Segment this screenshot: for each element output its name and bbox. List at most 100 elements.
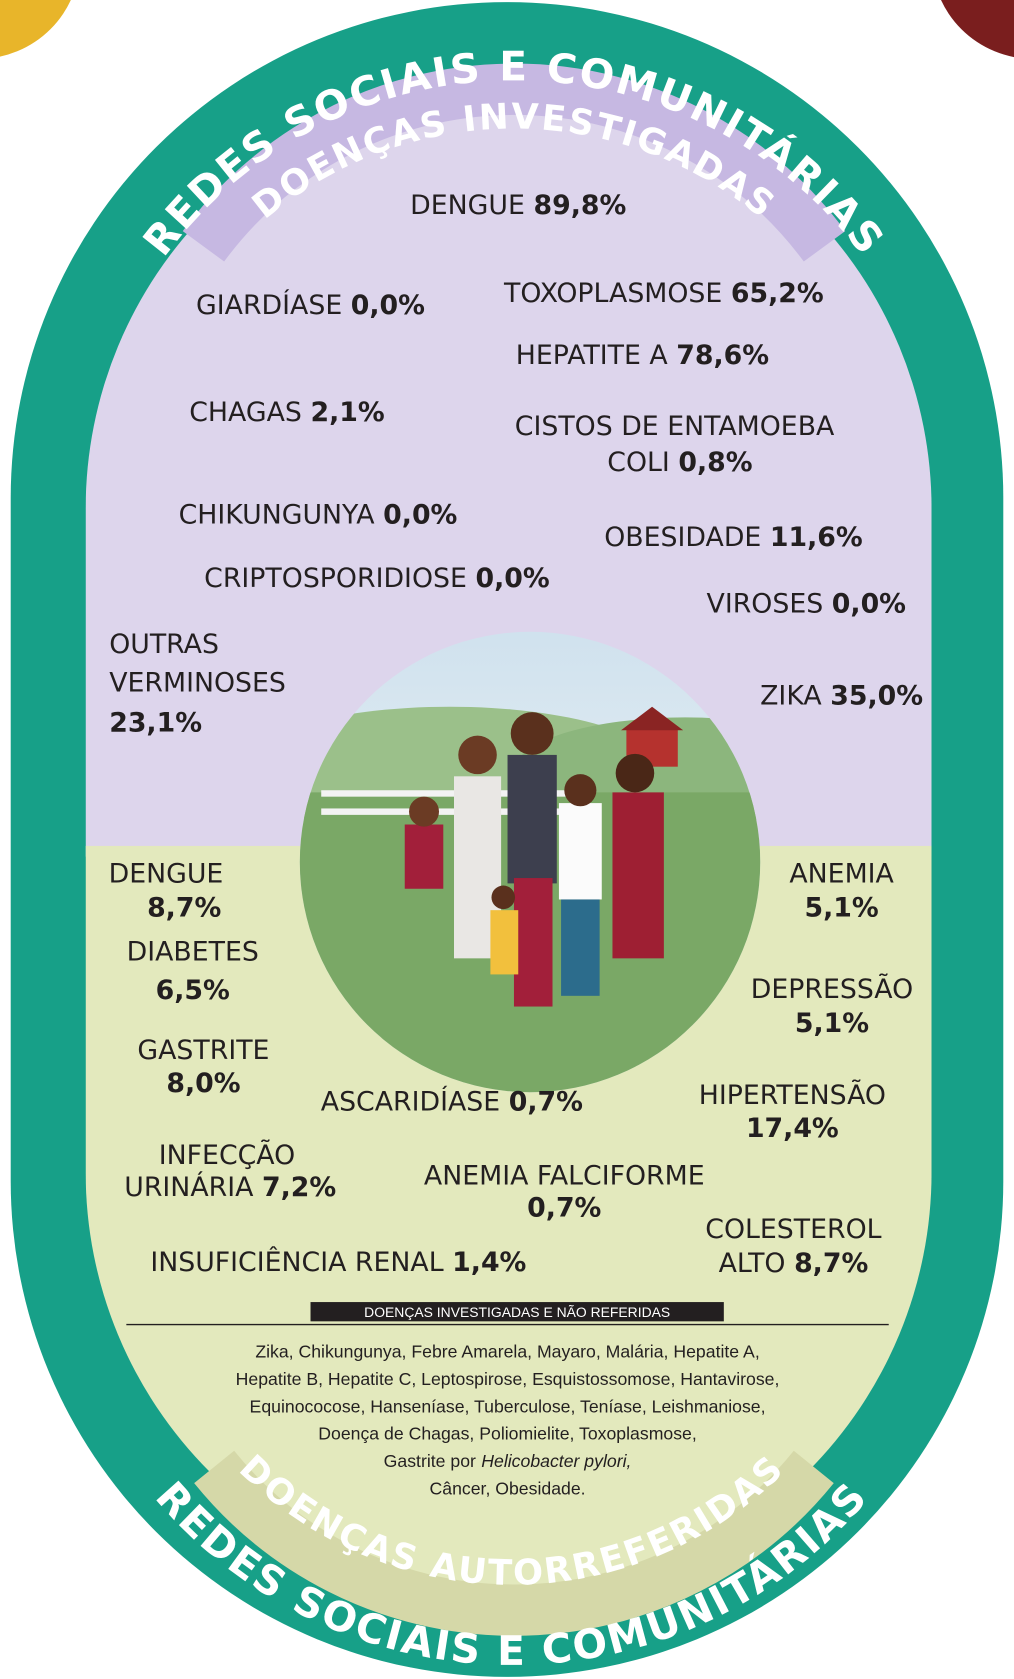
disease-value: 65,2% <box>731 278 824 309</box>
disease-name: HIPERTENSÃO <box>699 1079 886 1111</box>
disease-name: ANEMIA FALCIFORME <box>424 1160 705 1191</box>
disease-value: 1,4% <box>452 1247 526 1278</box>
item-line: 5,1% <box>805 893 879 924</box>
note-line: Câncer, Obesidade. <box>430 1478 586 1498</box>
item-line: VERMINOSES <box>109 668 286 699</box>
item-line: 6,5% <box>156 975 230 1006</box>
corner-blob <box>0 0 80 59</box>
disease-value: 11,6% <box>770 522 863 553</box>
disease-name: ANEMIA <box>789 858 894 889</box>
disease-value: 0,0% <box>383 500 457 531</box>
item-line: ZIKA 35,0% <box>760 681 923 712</box>
investigated-item: VIROSES 0,0% <box>707 589 906 620</box>
disease-name: OBESIDADE <box>604 522 761 553</box>
disease-name: CHIKUNGUNYA <box>179 500 376 531</box>
disease-value: 8,0% <box>166 1068 240 1099</box>
disease-name: COLI <box>607 447 670 478</box>
item-line: OUTRAS <box>109 629 219 660</box>
disease-name: DENGUE <box>410 190 525 221</box>
disease-name: DENGUE <box>109 858 224 889</box>
note-line: Gastrite porHelicobacter pylori, <box>384 1451 632 1471</box>
disease-value: 6,5% <box>156 975 230 1006</box>
item-line: DIABETES <box>127 936 259 967</box>
item-line: ANEMIA FALCIFORME <box>424 1160 705 1191</box>
disease-name: INSUFICIÊNCIA RENAL <box>150 1246 443 1278</box>
disease-name: URINÁRIA <box>124 1171 254 1203</box>
item-line: TOXOPLASMOSE 65,2% <box>503 278 824 309</box>
disease-name: OUTRAS <box>109 629 219 660</box>
item-line: GASTRITE <box>137 1035 269 1066</box>
note-line: Hepatite B, Hepatite C, Leptospirose, Es… <box>236 1369 780 1389</box>
disease-value: 89,8% <box>533 190 626 221</box>
item-line: URINÁRIA 7,2% <box>124 1171 336 1203</box>
disease-name: CISTOS DE ENTAMOEBA <box>515 411 835 442</box>
disease-value: 0,0% <box>832 589 906 620</box>
disease-name: CHAGAS <box>189 397 302 428</box>
disease-value: 7,2% <box>262 1172 336 1203</box>
infographic: REDES SOCIAIS E COMUNITÁRIAS DOENÇAS INV… <box>0 0 1014 1679</box>
corner-blob <box>932 0 1014 59</box>
disease-name: ZIKA <box>760 681 822 712</box>
disease-name: VERMINOSES <box>109 668 286 699</box>
disease-value: 8,7% <box>147 893 221 924</box>
disease-value: 5,1% <box>805 893 879 924</box>
item-line: DEPRESSÃO <box>751 973 913 1005</box>
disease-value: 35,0% <box>830 681 923 712</box>
disease-name: GASTRITE <box>137 1035 269 1066</box>
self-reported-item: INSUFICIÊNCIA RENAL 1,4% <box>150 1246 526 1278</box>
disease-name: COLESTEROL <box>705 1214 881 1245</box>
disease-name: ASCARIDÍASE <box>321 1085 500 1117</box>
disease-name: DEPRESSÃO <box>751 973 913 1005</box>
disease-value: 2,1% <box>310 397 384 428</box>
item-line: INFECÇÃO <box>159 1139 295 1171</box>
note-line: Zika, Chikungunya, Febre Amarela, Mayaro… <box>255 1342 759 1362</box>
disease-name: DIABETES <box>127 936 259 967</box>
item-line: 8,7% <box>147 893 221 924</box>
note-italic: Helicobacter pylori, <box>481 1451 631 1471</box>
disease-value: 0,8% <box>678 447 752 478</box>
item-line: ANEMIA <box>789 858 894 889</box>
note-line: Equinococose, Hanseníase, Tuberculose, T… <box>250 1396 766 1416</box>
investigated-item: CHAGAS 2,1% <box>189 397 384 428</box>
item-line: CISTOS DE ENTAMOEBA <box>515 411 835 442</box>
item-line: HEPATITE A78,6% <box>516 340 769 371</box>
disease-value: 23,1% <box>109 707 202 738</box>
item-line: DENGUE 89,8% <box>410 190 626 221</box>
item-line: VIROSES 0,0% <box>707 589 906 620</box>
item-line: INSUFICIÊNCIA RENAL 1,4% <box>150 1246 526 1278</box>
disease-value: 78,6% <box>676 340 769 371</box>
note-title: DOENÇAS INVESTIGADAS E NÃO REFERIDAS <box>364 1304 670 1320</box>
disease-value: 0,7% <box>527 1192 601 1223</box>
disease-name: CRIPTOSPORIDIOSE <box>204 563 467 594</box>
disease-value: 0,7% <box>509 1086 583 1117</box>
investigated-item: TOXOPLASMOSE 65,2% <box>503 278 824 309</box>
investigated-item: DENGUE 89,8% <box>410 190 626 221</box>
page: { "header": { "ring_title": "REDES SOCIA… <box>0 0 1014 1679</box>
disease-name: ALTO <box>719 1248 786 1279</box>
item-line: DENGUE <box>109 858 224 889</box>
item-line: CHIKUNGUNYA0,0% <box>179 500 458 531</box>
disease-value: 5,1% <box>795 1008 869 1039</box>
item-line: 0,7% <box>527 1192 601 1223</box>
disease-value: 8,7% <box>794 1248 868 1279</box>
disease-value: 0,0% <box>351 290 425 321</box>
self-reported-item: ASCARIDÍASE 0,7% <box>321 1085 583 1117</box>
item-line: ALTO 8,7% <box>719 1248 869 1279</box>
item-line: 8,0% <box>166 1068 240 1099</box>
investigated-item: ZIKA 35,0% <box>760 681 923 712</box>
disease-value: 17,4% <box>746 1113 839 1144</box>
item-line: ASCARIDÍASE 0,7% <box>321 1085 583 1117</box>
item-line: COLI 0,8% <box>607 447 752 478</box>
item-line: OBESIDADE 11,6% <box>604 522 862 553</box>
item-line: COLESTEROL <box>705 1214 881 1245</box>
item-line: 5,1% <box>795 1008 869 1039</box>
disease-name: VIROSES <box>707 589 824 620</box>
disease-name: HEPATITE A <box>516 340 669 371</box>
disease-name: TOXOPLASMOSE <box>503 278 722 309</box>
note-text: Gastrite por <box>384 1451 476 1471</box>
item-line: HIPERTENSÃO <box>699 1079 886 1111</box>
